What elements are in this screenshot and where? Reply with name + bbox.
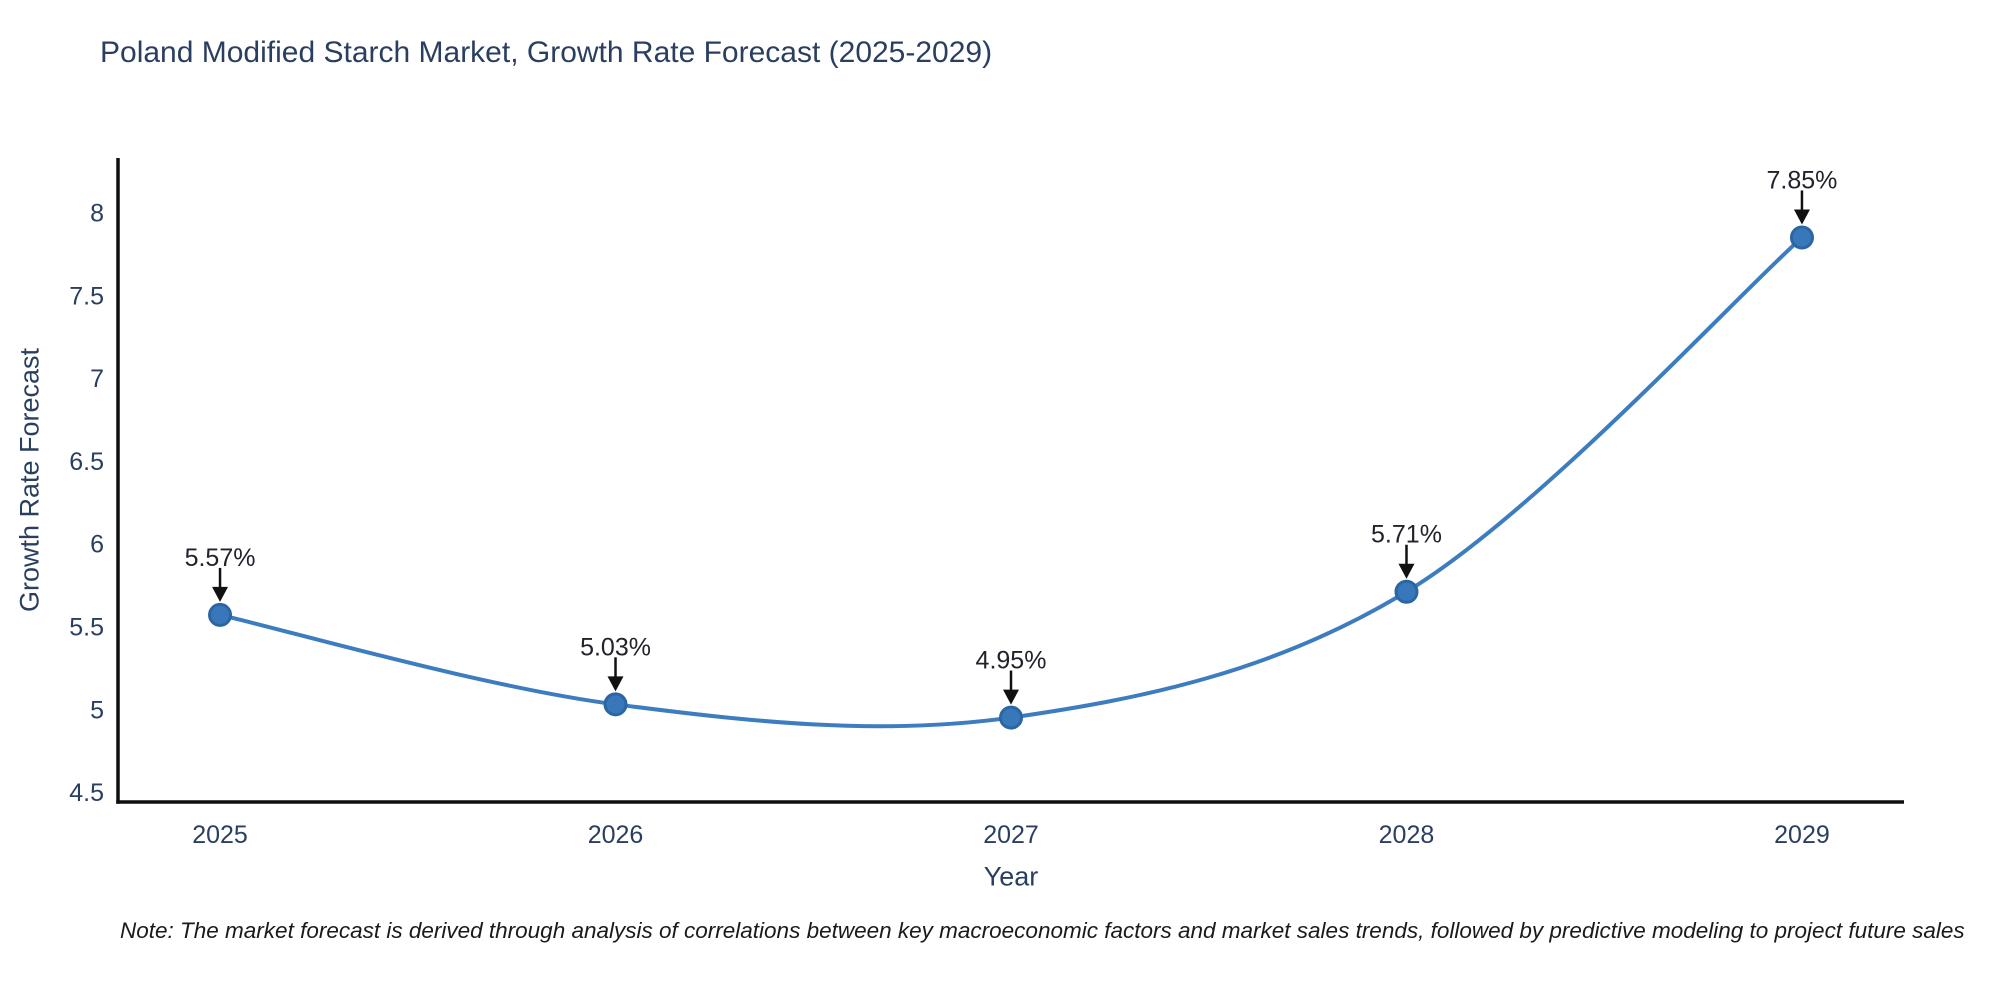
data-point-value-label: 4.95% bbox=[976, 647, 1047, 675]
forecast-line bbox=[219, 235, 1804, 729]
y-tick-label: 4.5 bbox=[69, 779, 104, 807]
y-tick-label: 6.5 bbox=[69, 448, 104, 476]
annotation-arrowhead bbox=[1398, 563, 1415, 579]
data-point-marker bbox=[1789, 225, 1814, 250]
x-tick-label: 2026 bbox=[588, 821, 644, 849]
y-tick-label: 6 bbox=[90, 531, 104, 559]
data-point-marker bbox=[1394, 579, 1419, 604]
y-axis-title: Growth Rate Forecast bbox=[14, 347, 45, 613]
y-tick-label: 5.5 bbox=[69, 614, 104, 642]
y-tick-label: 8 bbox=[90, 200, 104, 228]
data-point-marker bbox=[603, 692, 628, 717]
data-point-value-label: 7.85% bbox=[1767, 166, 1838, 194]
annotation-arrowhead bbox=[1003, 689, 1019, 705]
y-tick-label: 5 bbox=[90, 696, 104, 724]
x-tick-label: 2029 bbox=[1774, 821, 1830, 849]
x-tick-label: 2027 bbox=[983, 821, 1039, 849]
x-tick-label: 2025 bbox=[192, 821, 248, 849]
y-tick-label: 7.5 bbox=[69, 282, 104, 310]
x-tick-label: 2028 bbox=[1379, 821, 1435, 849]
data-point-value-label: 5.57% bbox=[185, 544, 256, 572]
chart-title: Poland Modified Starch Market, Growth Ra… bbox=[100, 36, 993, 69]
data-point-marker bbox=[999, 705, 1023, 730]
annotation-arrowhead bbox=[607, 676, 624, 692]
footnote: Note: The market forecast is derived thr… bbox=[120, 918, 1965, 943]
data-point-value-label: 5.71% bbox=[1371, 521, 1442, 549]
data-point-marker bbox=[208, 602, 233, 627]
x-axis-title: Year bbox=[983, 861, 1039, 892]
y-tick-label: 7 bbox=[90, 365, 104, 393]
data-point-value-label: 5.03% bbox=[580, 633, 651, 661]
annotation-arrowhead bbox=[1793, 209, 1810, 225]
annotation-arrowhead bbox=[212, 586, 229, 602]
